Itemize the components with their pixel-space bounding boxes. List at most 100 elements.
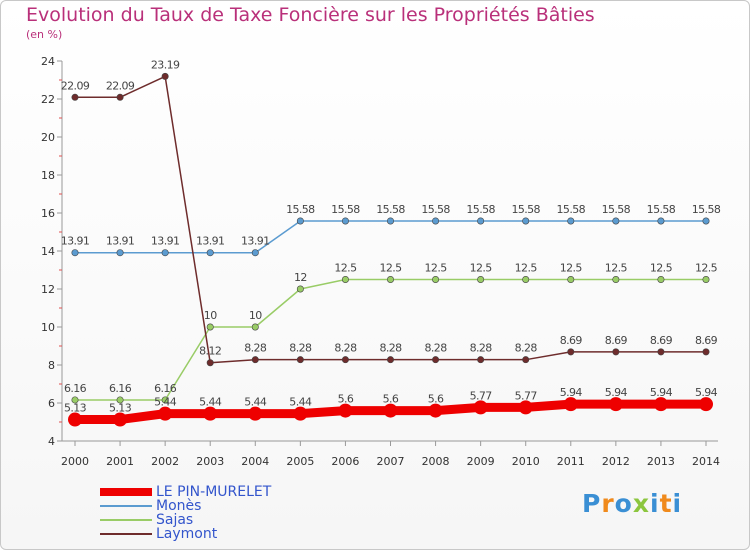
legend-label: Sajas [156, 512, 194, 528]
data-point [71, 249, 79, 257]
data-label: 5.94 [560, 386, 583, 399]
data-point [251, 356, 259, 364]
data-label: 12.5 [695, 262, 718, 275]
data-point [702, 348, 710, 356]
data-label: 12.5 [560, 262, 583, 275]
legend-item: Monès [100, 499, 271, 513]
chart-title: Evolution du Taux de Taxe Foncière sur l… [26, 4, 595, 26]
data-label: 8.28 [334, 342, 357, 355]
x-tick-label: 2010 [512, 455, 540, 468]
series-lines [75, 75, 706, 425]
data-point [158, 406, 173, 421]
logo-letter: x [632, 489, 650, 518]
data-point [341, 217, 349, 225]
data-point [296, 356, 304, 364]
data-point [251, 323, 259, 331]
data-point [518, 400, 533, 415]
legend-item: Laymont [100, 527, 271, 541]
x-tick-label: 2002 [151, 455, 179, 468]
data-label: 10 [249, 309, 262, 322]
x-tick-label: 2014 [692, 455, 720, 468]
legend: LE PIN-MURELET Monès Sajas Laymont [100, 485, 271, 541]
data-point [71, 93, 79, 101]
data-point [206, 323, 214, 331]
x-tick-label: 2005 [286, 455, 314, 468]
data-point [248, 406, 263, 421]
data-point [699, 397, 713, 412]
data-labels: 13.91 13.91 13.91 13.91 13.91 15.58 15.58 15.58… [61, 58, 722, 415]
data-label: 8.28 [289, 342, 312, 355]
data-label: 22.09 [61, 79, 90, 92]
data-label: 5.94 [695, 386, 718, 399]
data-point [432, 275, 440, 283]
x-tick-label: 2013 [647, 455, 675, 468]
data-point [161, 72, 169, 80]
logo-letter: t [659, 489, 673, 518]
legend-item: Sajas [100, 513, 271, 527]
data-label: 13.91 [151, 235, 180, 248]
data-point [653, 397, 668, 412]
data-label: 12 [294, 271, 307, 284]
x-tick-label: 2006 [331, 455, 359, 468]
data-point [657, 217, 665, 225]
data-point [612, 348, 620, 356]
data-label: 15.58 [692, 203, 721, 216]
data-point [341, 356, 349, 364]
data-point [477, 356, 485, 364]
data-label: 15.58 [647, 203, 676, 216]
data-label: 8.28 [515, 342, 538, 355]
data-point [612, 275, 620, 283]
data-label: 22.09 [106, 79, 135, 92]
data-point [428, 403, 443, 418]
data-label: 8.28 [470, 342, 493, 355]
data-label: 5.6 [428, 393, 444, 406]
data-label: 15.58 [466, 203, 495, 216]
data-label: 5.44 [154, 396, 177, 409]
data-point [203, 406, 218, 421]
x-tick-label: 2004 [241, 455, 269, 468]
data-label: 12.5 [515, 262, 538, 275]
x-tick-label: 2009 [467, 455, 495, 468]
data-label: 8.12 [199, 345, 221, 358]
data-label: 10 [204, 309, 217, 322]
y-tick-label: 16 [41, 207, 55, 220]
legend-swatch [100, 488, 152, 496]
legend-swatch [100, 505, 152, 507]
data-point [116, 249, 124, 257]
data-label: 8.69 [695, 334, 718, 347]
data-label: 6.16 [64, 382, 87, 395]
data-point [338, 403, 353, 418]
data-point [296, 285, 304, 293]
data-label: 5.77 [515, 389, 538, 402]
y-tick-label: 4 [48, 435, 55, 448]
y-tick-label: 12 [41, 283, 55, 296]
data-point [657, 348, 665, 356]
y-tick-label: 20 [41, 131, 55, 144]
data-label: 8.28 [244, 342, 267, 355]
data-point [567, 217, 575, 225]
data-point [522, 356, 530, 364]
data-point [386, 275, 394, 283]
legend-label: Monès [156, 498, 202, 514]
data-label: 5.13 [109, 402, 132, 415]
data-label: 5.44 [199, 396, 222, 409]
data-label: 5.77 [470, 389, 493, 402]
data-label: 13.91 [196, 235, 225, 248]
data-label: 12.5 [334, 262, 357, 275]
data-point [563, 397, 578, 412]
data-label: 5.44 [244, 396, 267, 409]
data-point [341, 275, 349, 283]
x-tick-label: 2000 [61, 455, 89, 468]
data-point [567, 275, 575, 283]
data-label: 23.19 [151, 58, 180, 71]
data-point [383, 403, 398, 418]
logo-letter: i [650, 489, 660, 518]
x-tick-label: 2001 [106, 455, 134, 468]
data-label: 13.91 [61, 235, 90, 248]
legend-swatch [100, 519, 152, 521]
data-label: 15.58 [511, 203, 540, 216]
y-tick-label: 18 [41, 169, 55, 182]
data-point [206, 359, 214, 367]
axes: 4 6 8 10 12 14 16 18 20 22 24 2000 2001 2002 2003 2004 2… [41, 55, 720, 468]
